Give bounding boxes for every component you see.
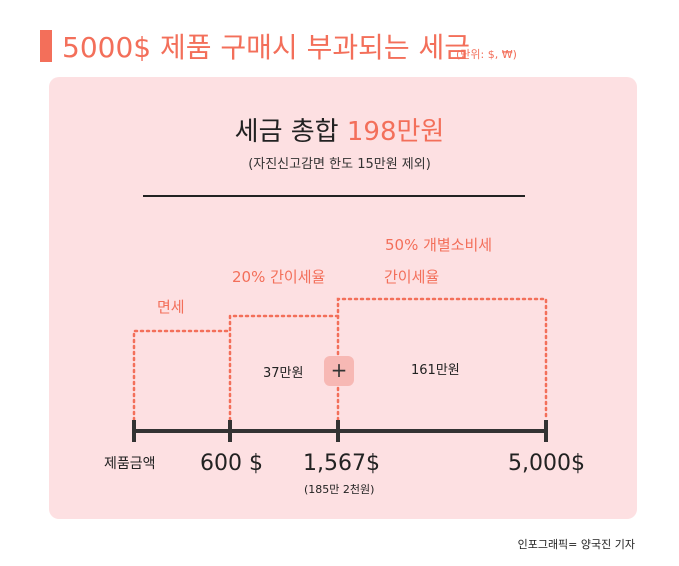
divider-line [143, 195, 525, 197]
axis-name-label: 제품금액 [104, 456, 156, 472]
simple-tax-amount: 37만원 [263, 366, 304, 381]
exempt-zone-label: 면세 [157, 298, 185, 316]
tax-total-headline: 세금 총합 198만원 [0, 111, 679, 148]
excise-zone-label: 50% 개별소비세 [385, 236, 493, 254]
excise-amount: 161만원 [411, 363, 460, 378]
plus-icon: + [324, 356, 354, 386]
tick-label-1567-sub: (185만 2천원) [304, 483, 375, 496]
headline-prefix: 세금 총합 [234, 117, 347, 147]
simple-tax-zone-outline [228, 314, 340, 422]
exempt-zone-outline [132, 329, 232, 422]
headline-value: 198만원 [346, 117, 445, 147]
headline-note: (자진신고감면 한도 15만원 제외) [248, 157, 431, 172]
page-title: 5000$ 제품 구매시 부과되는 세금 [62, 31, 471, 64]
credit-line: 인포그래픽= 양국진 기자 [517, 538, 635, 551]
tick-label-5000: 5,000$ [508, 451, 585, 476]
title-accent-bar [40, 30, 52, 62]
simple-tax-zone-label: 20% 간이세율 [232, 268, 326, 286]
unit-note: (단위: $, ₩) [456, 48, 517, 61]
excise-sub-label: 간이세율 [384, 268, 440, 286]
tick-label-1567: 1,567$ [303, 451, 380, 476]
tick-label-600: 600 $ [200, 451, 263, 476]
